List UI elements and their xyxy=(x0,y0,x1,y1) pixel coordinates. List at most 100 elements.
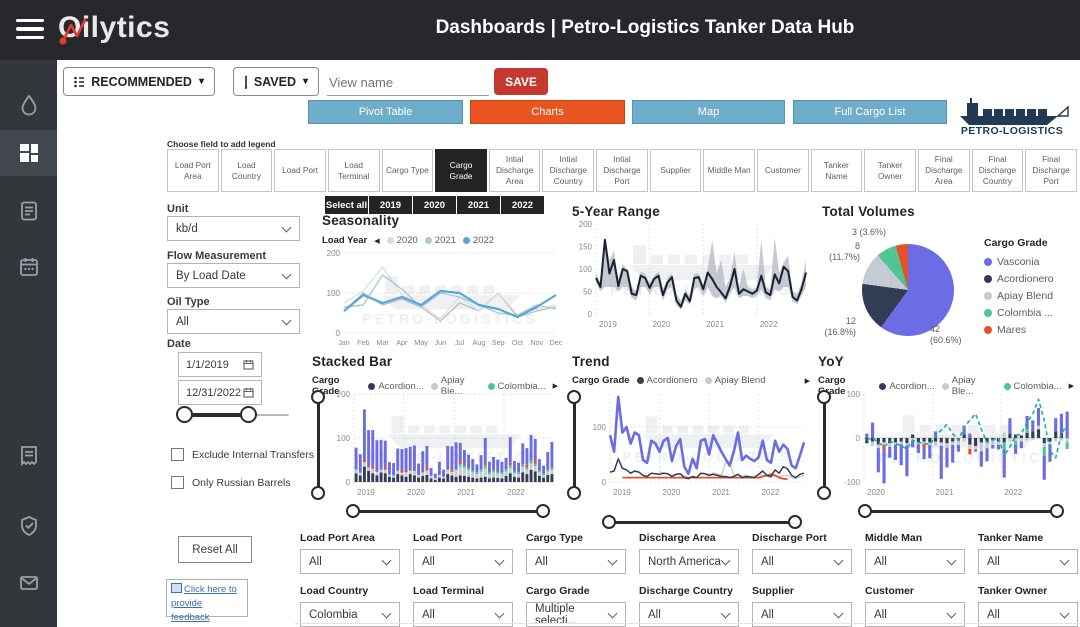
field-button-cargo-grade[interactable]: Cargo Grade xyxy=(435,149,487,192)
tab-map[interactable]: Map xyxy=(632,100,785,124)
calendar-icon[interactable] xyxy=(0,244,57,290)
view-name-input[interactable] xyxy=(327,69,489,96)
field-button-customer[interactable]: Customer xyxy=(757,149,809,192)
filter-select-supplier[interactable]: All xyxy=(752,602,852,627)
field-button-cargo-type[interactable]: Cargo Type xyxy=(381,149,434,192)
slider-handle-start[interactable] xyxy=(176,406,193,423)
trend-vertical-slider[interactable] xyxy=(566,390,582,500)
filter-label: Tanker Name xyxy=(978,532,1044,544)
reset-all-button[interactable]: Reset All xyxy=(178,536,252,563)
filter-select-cargo-type[interactable]: All xyxy=(526,549,626,574)
tab-charts[interactable]: Charts xyxy=(470,100,625,124)
year-button-2020[interactable]: 2020 xyxy=(413,196,456,214)
stacked-bar-vertical-slider[interactable] xyxy=(310,390,326,500)
svg-text:Sep: Sep xyxy=(492,338,505,347)
saved-label: SAVED xyxy=(253,74,296,89)
calendar-icon xyxy=(243,360,254,370)
recommended-dropdown[interactable]: RECOMMENDED ▾ xyxy=(63,67,215,96)
filter-select-load-port[interactable]: All xyxy=(413,549,513,574)
field-button-supplier[interactable]: Supplier xyxy=(649,149,702,192)
filter-select-discharge-country[interactable]: All xyxy=(639,602,739,627)
hamburger-menu-icon[interactable] xyxy=(16,19,44,40)
page-title: Dashboards | Petro-Logistics Tanker Data… xyxy=(435,17,855,38)
oil-drop-icon[interactable] xyxy=(0,82,57,128)
mail-icon[interactable] xyxy=(0,560,57,606)
tab-pivot-table[interactable]: Pivot Table xyxy=(308,100,463,124)
trend-horizontal-slider[interactable] xyxy=(602,514,802,530)
field-button-final-discharge-port[interactable]: Final Discharge Port xyxy=(1025,149,1077,192)
filter-select-discharge-port[interactable]: All xyxy=(752,549,852,574)
date-end-input[interactable]: 12/31/2022 xyxy=(178,380,262,405)
svg-text:2020: 2020 xyxy=(663,488,681,497)
trend-legend: Cargo Grade Acordionero Apiay Blend ▶ xyxy=(572,375,810,386)
document-icon[interactable] xyxy=(0,188,57,234)
legend-dot xyxy=(368,382,376,390)
year-button-2019[interactable]: 2019 xyxy=(369,196,412,214)
only-russian-barrels-checkbox[interactable] xyxy=(171,476,184,489)
legend-dot xyxy=(430,382,438,390)
legend-scroll-left-icon[interactable]: ◀ xyxy=(374,237,380,245)
dashboard-grid-icon[interactable] xyxy=(0,130,57,176)
svg-text:200: 200 xyxy=(579,220,593,229)
year-button-select-all[interactable]: Select all xyxy=(325,196,368,214)
flow-measurement-select[interactable]: By Load Date xyxy=(167,263,300,288)
date-range-slider[interactable] xyxy=(176,406,292,424)
legend-item-acordionero: Acordionero xyxy=(636,375,698,386)
legend-scroll-right-icon[interactable]: ▶ xyxy=(552,383,558,390)
field-button-tanker-name[interactable]: Tanker Name xyxy=(810,149,863,192)
legend-dot xyxy=(984,309,992,317)
feedback-link[interactable]: Click here to provide feedback xyxy=(171,584,237,623)
filter-select-discharge-area[interactable]: North America xyxy=(639,549,739,574)
legend-scroll-right-icon[interactable]: ▶ xyxy=(1068,383,1074,390)
field-button-final-discharge-country[interactable]: Final Discharge Country xyxy=(971,149,1024,192)
svg-text:2019: 2019 xyxy=(357,488,375,497)
field-button-load-port[interactable]: Load Port xyxy=(274,149,326,192)
field-button-load-port-area[interactable]: Load Port Area xyxy=(167,149,219,192)
receipt-icon[interactable] xyxy=(0,432,57,478)
legend-dot xyxy=(704,377,712,384)
field-button-tanker-owner[interactable]: Tanker Owner xyxy=(864,149,916,192)
unit-label: Unit xyxy=(167,203,189,215)
chevron-down-icon xyxy=(494,555,505,565)
year-button-2022[interactable]: 2022 xyxy=(501,196,544,214)
exclude-internal-transfers-checkbox[interactable] xyxy=(171,448,184,461)
oil-type-select[interactable]: All xyxy=(167,309,300,334)
filter-select-middle-man[interactable]: All xyxy=(865,549,965,574)
svg-text:2021: 2021 xyxy=(712,488,730,497)
filter-select-tanker-owner[interactable]: All xyxy=(978,602,1078,627)
filter-cargo-grade: Cargo Grade Multiple selecti... xyxy=(526,585,626,627)
saved-dropdown[interactable]: SAVED ▾ xyxy=(233,67,319,96)
field-button-load-country[interactable]: Load Country xyxy=(220,149,273,192)
chevron-down-icon xyxy=(607,555,618,565)
yoy-vertical-slider[interactable] xyxy=(816,390,832,500)
year-button-2021[interactable]: 2021 xyxy=(457,196,500,214)
legend-scroll-right-icon[interactable]: ▶ xyxy=(804,377,810,385)
tab-full-cargo-list[interactable]: Full Cargo List xyxy=(793,100,947,124)
field-button-intial-discharge-port[interactable]: Intial Discharge Port xyxy=(596,149,648,192)
stacked-bar-horizontal-slider[interactable] xyxy=(346,503,550,519)
shield-check-icon[interactable] xyxy=(0,503,57,549)
field-button-intial-discharge-area[interactable]: Intial Discharge Area xyxy=(488,149,541,192)
yoy-horizontal-slider[interactable] xyxy=(858,503,1064,519)
field-button-middle-man[interactable]: Middle Man xyxy=(703,149,756,192)
legend-dot xyxy=(636,377,644,384)
svg-text:PETRO-LOGISTICS: PETRO-LOGISTICS xyxy=(362,312,538,328)
trend-chart: PETRO-LOGISTICS 0 100 2019 2020 2021 2022 xyxy=(593,394,806,497)
filter-select-tanker-name[interactable]: All xyxy=(978,549,1078,574)
legend-title: Cargo Grade xyxy=(818,375,846,397)
field-button-final-discharge-area[interactable]: Final Discharge Area xyxy=(917,149,970,192)
date-start-input[interactable]: 1/1/2019 xyxy=(178,352,262,377)
stacked-bar-legend: Cargo Grade Acordion... Apiay Ble... Colomb… xyxy=(312,375,558,397)
svg-text:100: 100 xyxy=(327,289,341,298)
pie-legend-item-colombia: Colombia ... xyxy=(984,307,1054,319)
filter-select-load-port-area[interactable]: All xyxy=(300,549,400,574)
unit-select[interactable]: kb/d xyxy=(167,216,300,241)
legend-dot xyxy=(984,275,992,283)
filter-select-load-terminal[interactable]: All xyxy=(413,602,513,627)
slider-handle-end[interactable] xyxy=(240,406,257,423)
filter-label: Cargo Grade xyxy=(526,585,590,597)
save-button[interactable]: SAVE xyxy=(494,68,548,95)
field-button-intial-discharge-country[interactable]: Intial Discharge Country xyxy=(542,149,595,192)
field-button-load-terminal[interactable]: Load Terminal xyxy=(327,149,380,192)
svg-text:2022: 2022 xyxy=(762,488,780,497)
